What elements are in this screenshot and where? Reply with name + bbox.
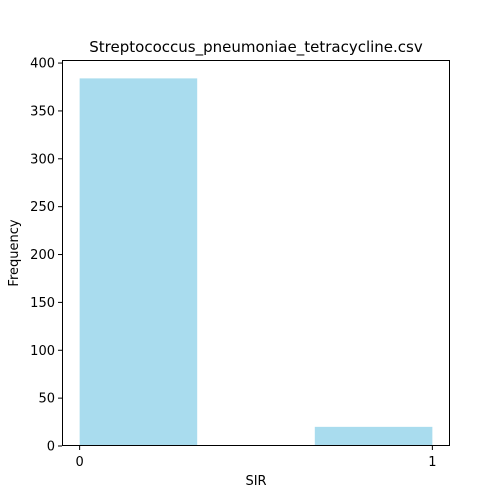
bars-layer — [79, 78, 433, 446]
y-tick-label: 200 — [30, 248, 55, 263]
x-tick-label: 1 — [428, 455, 436, 470]
y-tick-label: 100 — [30, 344, 55, 359]
y-axis: 0 50 100 150 200 250 300 350 400 — [30, 57, 62, 455]
y-axis-label: Frequency — [7, 219, 22, 286]
x-axis-label: SIR — [245, 474, 266, 489]
histogram-bar-0 — [79, 78, 198, 446]
histogram-bar-1 — [314, 426, 433, 446]
y-tick-label: 350 — [30, 104, 55, 119]
y-tick-label: 0 — [47, 440, 55, 455]
y-tick-label: 400 — [30, 57, 55, 72]
x-tick-label: 0 — [75, 455, 83, 470]
y-tick-label: 150 — [30, 296, 55, 311]
y-tick-label: 50 — [38, 392, 55, 407]
y-tick-label: 300 — [30, 152, 55, 167]
y-tick-label: 250 — [30, 200, 55, 215]
plot-frame — [62, 60, 450, 446]
chart-title: Streptococcus_pneumoniae_tetracycline.cs… — [89, 38, 423, 57]
